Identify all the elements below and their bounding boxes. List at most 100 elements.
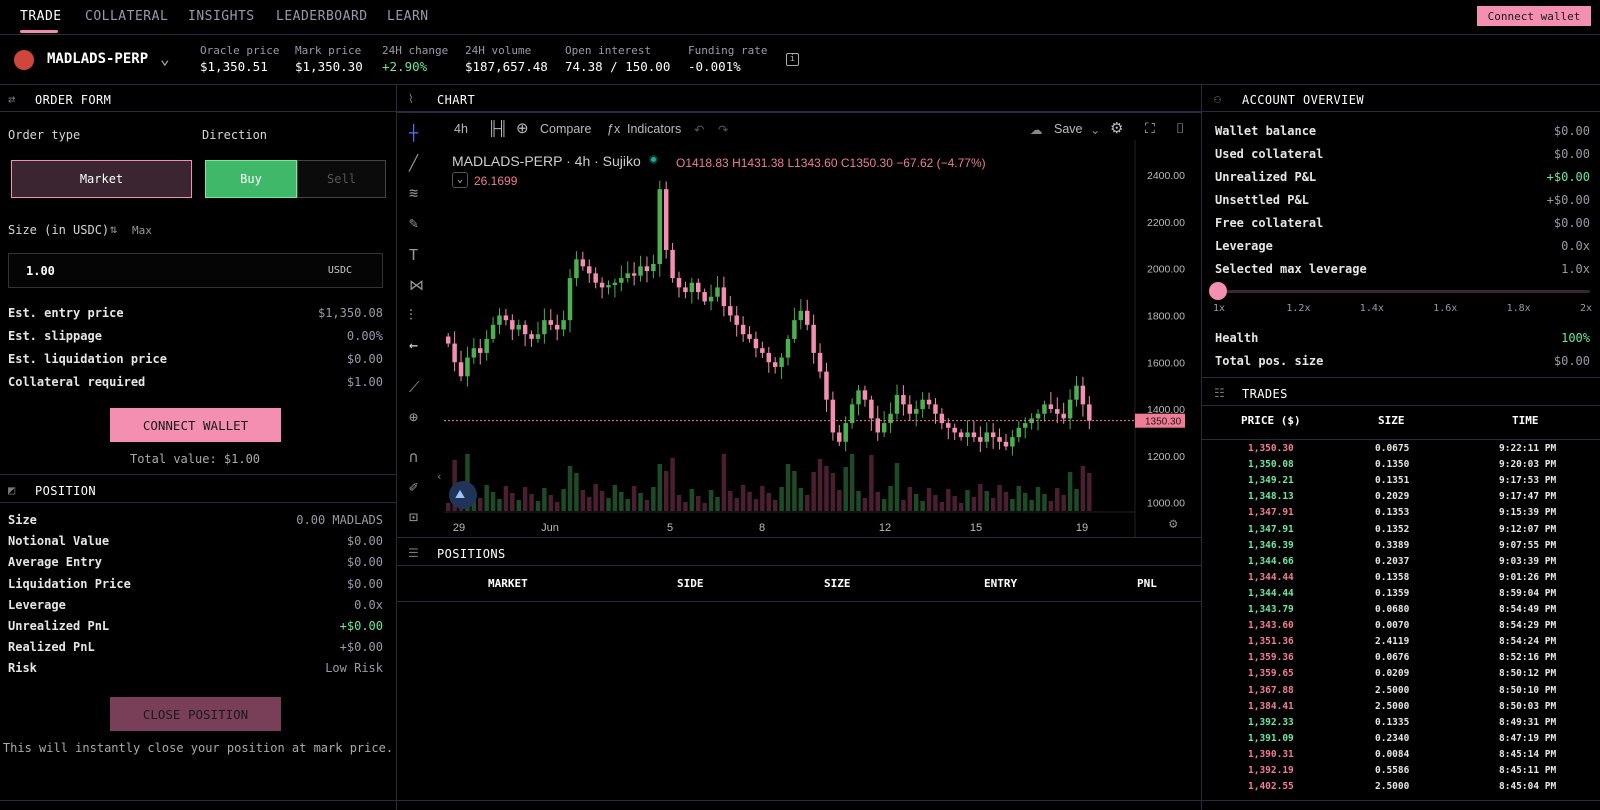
indicators-icon[interactable]: ƒx — [607, 122, 621, 136]
row-label: Notional Value — [8, 534, 110, 549]
volume-bar — [657, 464, 663, 511]
chevron-down-icon[interactable]: ⌄ — [1090, 123, 1101, 137]
row-value: 0.00 MADLADS — [296, 513, 383, 527]
forecast-icon[interactable]: ⫶ — [409, 306, 413, 324]
volume-bar — [785, 464, 791, 511]
compare-button[interactable]: Compare — [540, 122, 592, 136]
collateral-required-row: Collateral required $1.00 — [8, 375, 383, 393]
divider — [397, 112, 1201, 113]
connect-wallet-order-button[interactable]: CONNECT WALLET — [110, 408, 281, 442]
candle-body — [747, 334, 752, 339]
col-time: TIME — [1512, 414, 1539, 427]
candle-body — [766, 352, 772, 363]
candle-body — [1022, 423, 1028, 428]
col-price: PRICE ($) — [1241, 414, 1301, 427]
trade-size: 2.5000 — [1375, 684, 1410, 696]
trade-time: 9:15:39 PM — [1499, 507, 1557, 519]
nav-tab-learn[interactable]: LEARN — [387, 9, 429, 24]
settings-gear-icon[interactable]: ⚙ — [1110, 120, 1124, 137]
volume-bar — [721, 454, 727, 511]
compare-icon[interactable]: ⊕ — [516, 120, 529, 137]
cloud-icon[interactable]: ☁ — [1030, 123, 1043, 137]
volume-bar — [702, 503, 707, 511]
buy-button[interactable]: Buy — [205, 160, 297, 198]
save-button[interactable]: Save — [1054, 122, 1083, 136]
price-chart[interactable]: 2400.00 2200.00 2000.00 1800.00 1600.00 1400.… — [397, 140, 1201, 537]
candles-icon[interactable]: ╟╢ — [488, 120, 508, 136]
fib-icon[interactable]: ≋ — [409, 184, 419, 202]
leverage-slider-handle[interactable] — [1209, 282, 1227, 300]
text-tool-icon[interactable]: T — [409, 246, 419, 264]
volume-bar — [792, 471, 797, 511]
undo-icon[interactable]: ↶ — [694, 123, 705, 137]
trade-time: 9:17:47 PM — [1499, 491, 1557, 503]
lock-icon[interactable]: ⊡ — [409, 508, 419, 526]
volume-bar — [907, 487, 913, 511]
screenshot-camera-icon[interactable]: ⌷ — [1176, 120, 1185, 136]
trendline-icon[interactable]: ╱ — [409, 154, 419, 172]
magnet-icon[interactable]: ∩ — [409, 448, 419, 466]
connect-wallet-button[interactable]: Connect wallet — [1477, 6, 1591, 26]
position-icon: ◩ — [8, 483, 16, 497]
collapse-icon[interactable]: ‹ — [436, 470, 443, 483]
back-arrow-icon[interactable]: ← — [409, 336, 419, 354]
ohlc-legend: O1418.83 H1431.38 L1343.60 C1350.30 −67.… — [676, 156, 986, 170]
candle-body — [772, 362, 778, 367]
nav-tab-leaderboard[interactable]: LEADERBOARD — [276, 9, 368, 24]
size-input[interactable]: 1.00 USDC — [8, 253, 383, 288]
panel-title: ACCOUNT OVERVIEW — [1242, 93, 1364, 107]
slider-tick-label: 2x — [1580, 303, 1593, 314]
brush-icon[interactable]: ✎ — [409, 214, 419, 232]
trade-time: 9:22:11 PM — [1499, 443, 1557, 454]
candle-body — [779, 357, 784, 367]
chevron-down-icon[interactable]: ⌄ — [160, 49, 170, 68]
max-button[interactable]: Max — [132, 224, 152, 237]
candle-body — [971, 432, 977, 438]
candle-body — [625, 273, 630, 279]
axis-settings-icon[interactable]: ⚙ — [1169, 516, 1178, 532]
legend-toggle-chevron-icon[interactable]: ⌄ — [452, 172, 468, 188]
candle-body — [567, 278, 573, 321]
candle-body — [997, 437, 1002, 442]
trade-time: 9:17:53 PM — [1499, 475, 1557, 487]
indicators-button[interactable]: Indicators — [627, 122, 682, 136]
trade-size: 0.0070 — [1375, 620, 1410, 632]
market-order-button[interactable]: Market — [11, 160, 192, 198]
row-value: 1.0x — [1561, 262, 1590, 276]
volume-bar — [978, 484, 983, 511]
row-label: Total pos. size — [1215, 354, 1324, 368]
nav-tab-collateral[interactable]: COLLATERAL — [85, 9, 169, 24]
crosshair-icon[interactable]: ┼ — [409, 124, 419, 142]
zoom-in-icon[interactable]: ⊕ — [409, 408, 419, 426]
y-tick-label: 1200.00 — [1147, 451, 1185, 463]
candle-body — [946, 423, 951, 428]
lock-drawing-icon[interactable]: ✐ — [409, 478, 419, 496]
volume-bar — [625, 499, 630, 511]
swap-units-icon[interactable]: ⇅ — [110, 222, 118, 236]
volume-bar — [1010, 499, 1015, 511]
leverage-slider-track[interactable] — [1218, 290, 1590, 293]
redo-icon[interactable]: ↷ — [718, 123, 729, 137]
y-tick-label: 1400.00 — [1147, 404, 1185, 416]
interval-button[interactable]: 4h — [454, 122, 468, 136]
row-value: +$0.00 — [339, 640, 383, 655]
chart-icon: ⌇ — [408, 92, 415, 106]
stat-label: Open interest — [565, 44, 652, 57]
row-value: $0.00 — [1553, 147, 1590, 161]
tradingview-logo-icon[interactable]: ⛰ — [449, 481, 477, 509]
candle-body — [990, 432, 996, 438]
candle-body — [920, 399, 925, 410]
pattern-icon[interactable]: ⋈ — [409, 276, 424, 294]
nav-tab-trade[interactable]: TRADE — [20, 9, 62, 24]
row-value: 0.0x — [1561, 239, 1590, 253]
market-name[interactable]: MADLADS-PERP — [47, 51, 149, 67]
nav-tab-insights[interactable]: INSIGHTS — [188, 9, 255, 24]
close-position-button[interactable]: CLOSE POSITION — [110, 697, 281, 731]
info-icon[interactable]: i — [786, 53, 799, 66]
sell-button[interactable]: Sell — [297, 160, 386, 198]
volume-bar — [881, 499, 887, 511]
ruler-icon[interactable]: ⟋ — [409, 378, 420, 396]
volume-bar — [554, 502, 560, 511]
fullscreen-icon[interactable]: ⛶ — [1145, 120, 1155, 136]
candle-body — [926, 399, 932, 405]
